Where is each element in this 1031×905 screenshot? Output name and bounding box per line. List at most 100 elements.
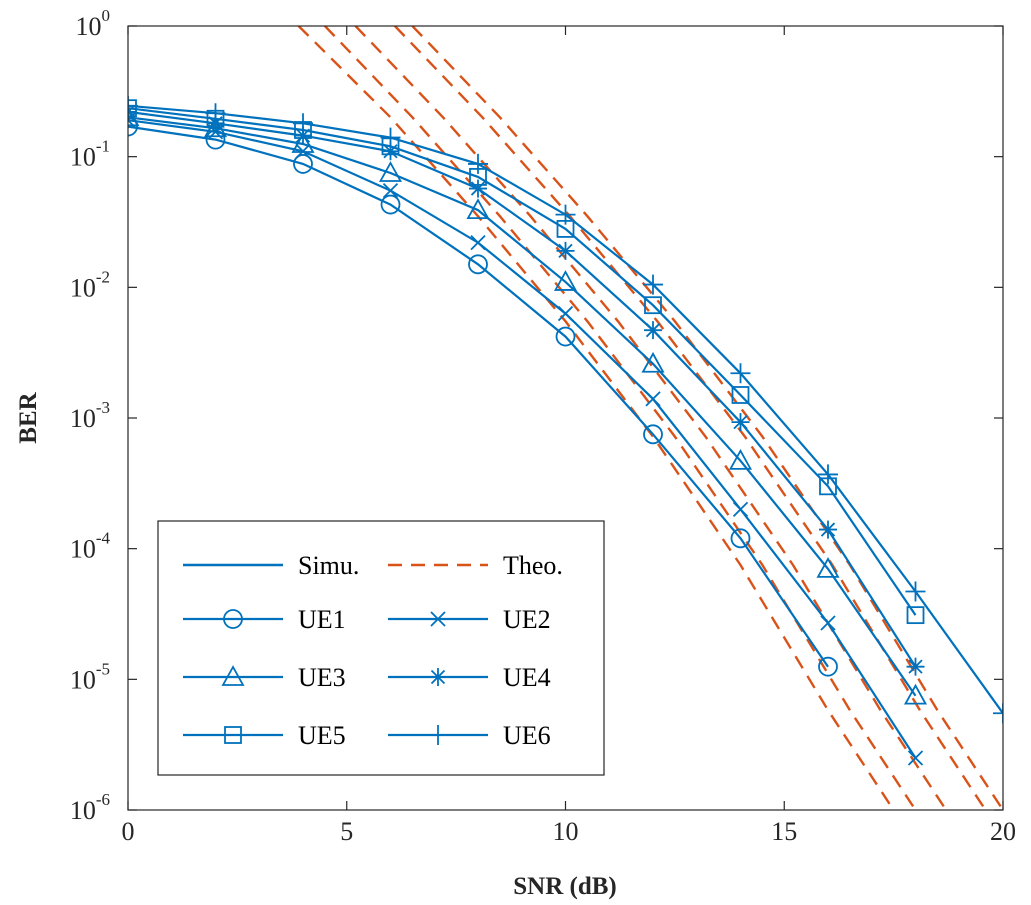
ue1-point: [468, 254, 488, 275]
ue6-point: [905, 581, 926, 602]
legend-entry-ue5: UE5: [183, 721, 346, 750]
y-tick-label: 10-6: [70, 790, 110, 825]
x-tick-label: 10: [553, 817, 579, 846]
y-tick-label: 10-2: [70, 267, 110, 302]
legend-label: UE5: [298, 721, 346, 750]
ue6-point: [128, 95, 138, 116]
ue3-line: [128, 116, 917, 697]
ue1-point: [818, 656, 838, 677]
y-tick-label: 10-3: [70, 398, 110, 433]
ue1-point: [380, 194, 401, 215]
ue1-point: [293, 154, 313, 174]
legend-series-entries: UE1 UE2 UE3 UE4 UE5 UE6: [183, 605, 551, 750]
ue2-point: [732, 501, 749, 517]
ue6-point: [643, 274, 663, 295]
ue3-point: [641, 351, 665, 373]
ue6-point: [205, 103, 226, 124]
theory-curve-5: [411, 26, 1003, 810]
ue4-point: [906, 657, 925, 676]
ue5-point: [906, 606, 925, 625]
ue2-point: [382, 182, 399, 199]
axis-ticks: [127, 25, 1004, 811]
y-tick-label: 10-4: [70, 529, 111, 564]
legend-label: UE6: [503, 721, 551, 750]
ue2-point: [470, 234, 486, 251]
ue2-point: [820, 615, 836, 631]
theory-curve-4: [394, 26, 987, 810]
series-ue6: [128, 95, 1003, 724]
legend-theo-label: Theo.: [503, 551, 563, 580]
ue4-point: [206, 114, 225, 133]
ue4-point: [731, 413, 750, 432]
legend-label: UE3: [298, 663, 346, 692]
legend-entry-ue2: UE2: [388, 605, 551, 634]
ue1-point: [128, 116, 138, 137]
ue1-line: [128, 125, 829, 668]
ue4-point: [469, 179, 487, 198]
y-tick-label: 100: [76, 6, 111, 41]
ue6-point: [380, 127, 401, 148]
ue4-line: [128, 110, 917, 668]
legend-entry-ue4: UE4: [388, 663, 551, 692]
ue1-point: [730, 528, 751, 549]
legend-label: UE1: [298, 605, 346, 634]
ue6-point: [730, 363, 751, 384]
ue2-point: [907, 750, 924, 766]
ue3-point: [378, 161, 403, 182]
y-tick-label: 10-5: [70, 659, 110, 694]
x-tick-label: 5: [340, 817, 353, 846]
ue4-point: [381, 142, 400, 161]
y-tick-label: 10-1: [70, 137, 110, 172]
legend-box: [157, 520, 605, 776]
theory-curve-3: [354, 26, 948, 810]
ue4-point: [294, 126, 312, 145]
ue2-line: [128, 119, 917, 759]
ue3-point: [816, 557, 840, 578]
ue4-point: [819, 520, 837, 539]
legend-marker: [224, 726, 242, 744]
ue5-point: [128, 99, 137, 118]
ue2-point: [557, 305, 574, 322]
ue3-point: [728, 448, 753, 470]
ue3-point: [466, 198, 490, 220]
series-ue4: [128, 102, 925, 676]
ue6-point: [993, 703, 1003, 724]
ue6-point: [468, 153, 488, 174]
ue4-point: [556, 241, 575, 260]
legend-marker: [223, 609, 243, 629]
legend-entry-ue1: UE1: [183, 605, 346, 634]
ue1-point: [555, 326, 576, 347]
legend-marker: [221, 665, 245, 686]
ue6-point: [818, 464, 838, 485]
legend: Simu. Theo. UE1 UE2 UE3 UE4 UE5 UE6: [157, 520, 605, 776]
ue5-line: [128, 107, 917, 616]
ue6-point: [555, 204, 576, 225]
x-tick-labels: 0 5 10 15 20: [122, 817, 1017, 846]
x-tick-label: 20: [990, 817, 1016, 846]
legend-marker: [429, 668, 447, 686]
ue4-point: [644, 321, 662, 340]
legend-marker: [428, 725, 448, 745]
ue3-point: [903, 683, 928, 705]
y-tick-labels: 100 10-1 10-2 10-3 10-4 10-5 10-6: [70, 6, 111, 825]
legend-label: UE2: [503, 605, 551, 634]
legend-simu-label: Simu.: [298, 551, 359, 580]
ue1-point: [643, 424, 663, 445]
y-axis-title: BER: [15, 391, 42, 443]
ue3-point: [291, 132, 315, 153]
x-tick-label: 0: [122, 817, 135, 846]
ue6-point: [293, 113, 313, 134]
ue5-point: [644, 296, 662, 315]
theory-curve-1: [297, 26, 895, 810]
x-axis-title: SNR (dB): [513, 873, 617, 900]
simulation-curves: [128, 95, 1003, 766]
ue5-point: [731, 386, 750, 404]
ue3-point: [553, 270, 578, 291]
x-tick-label: 15: [771, 817, 797, 846]
legend-marker: [430, 611, 446, 627]
legend-entry-ue3: UE3: [183, 663, 346, 692]
ue2-point: [645, 391, 661, 407]
legend-entry-ue6: UE6: [388, 721, 551, 750]
legend-label: UE4: [503, 663, 551, 692]
